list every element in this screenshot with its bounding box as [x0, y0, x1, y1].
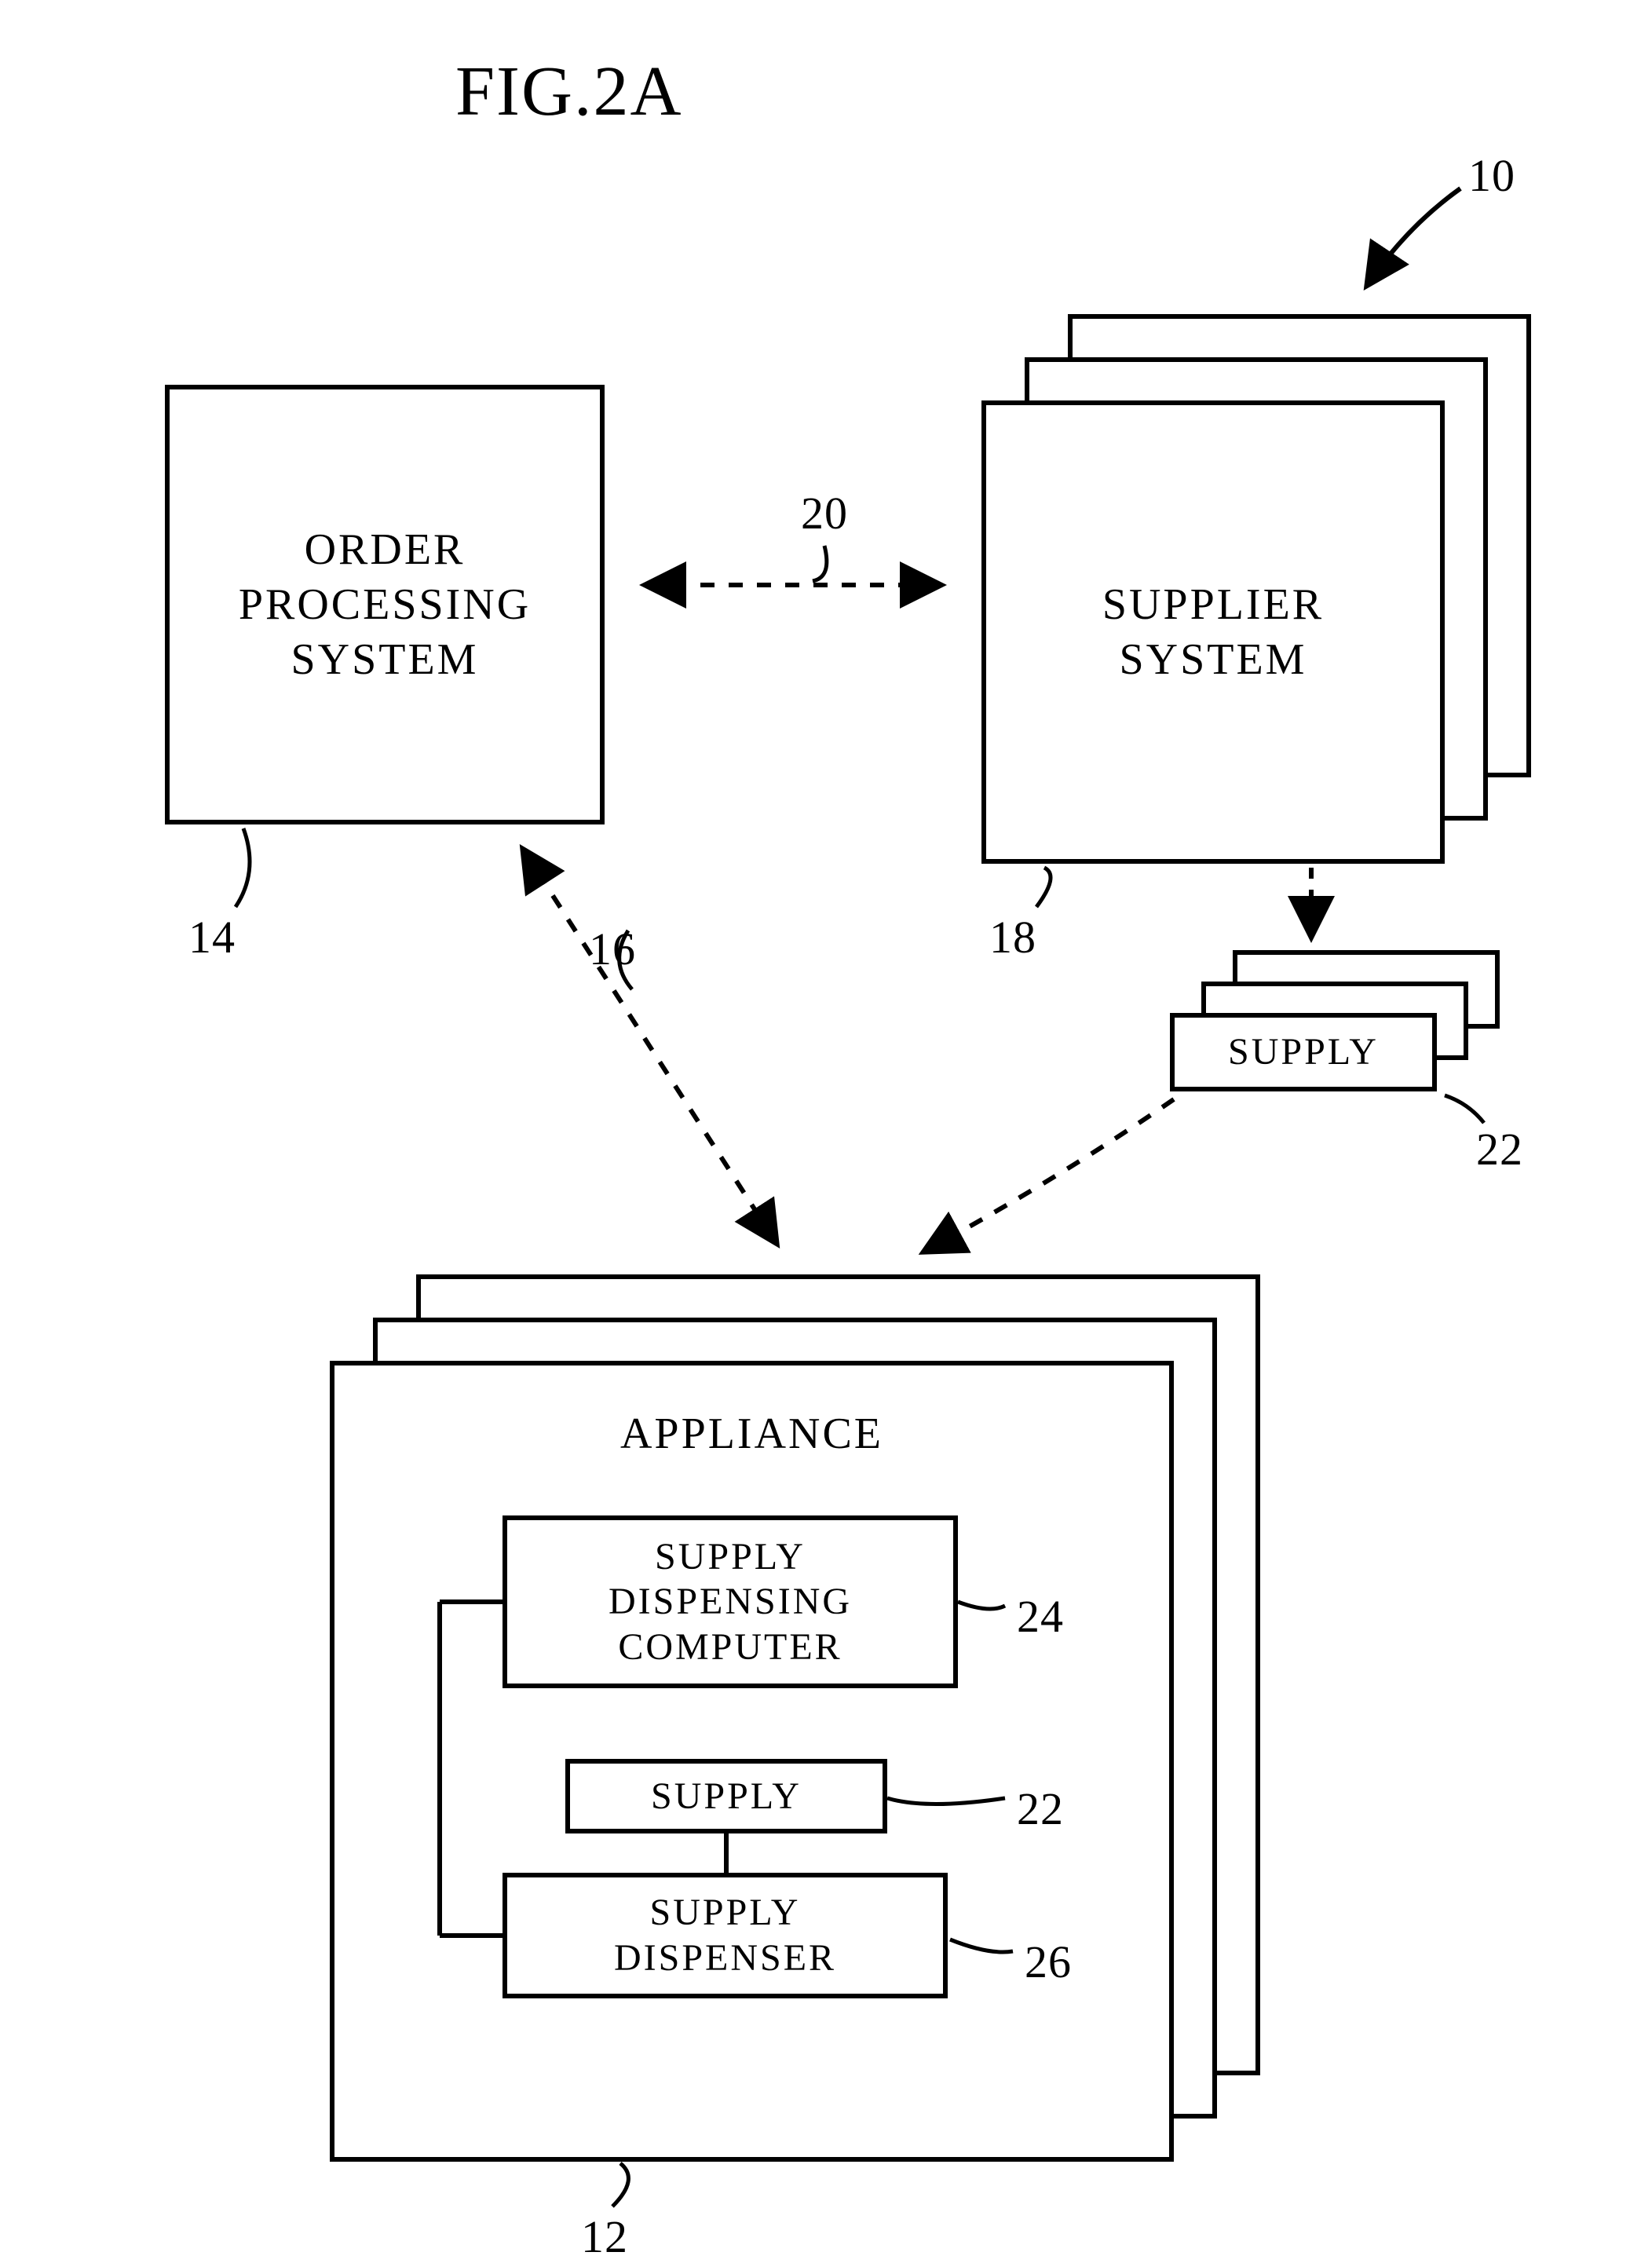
supply-box: SUPPLY [1170, 1013, 1437, 1091]
sdc-label: SUPPLY DISPENSING COMPUTER [609, 1534, 852, 1670]
ref-18: 18 [989, 911, 1036, 963]
appliance-title: APPLIANCE [620, 1409, 883, 1458]
dispenser-label: SUPPLY DISPENSER [614, 1890, 836, 1980]
ref-24: 24 [1017, 1590, 1064, 1643]
ref-22b: 22 [1017, 1782, 1064, 1835]
ref-14: 14 [188, 911, 236, 963]
ref-10: 10 [1468, 149, 1515, 202]
supply-dispensing-computer-box: SUPPLY DISPENSING COMPUTER [503, 1515, 958, 1688]
order-processing-box: ORDER PROCESSING SYSTEM [165, 385, 605, 824]
ref-16: 16 [589, 923, 636, 975]
supply-dispenser-box: SUPPLY DISPENSER [503, 1873, 948, 1998]
figure-title: FIG.2A [455, 51, 683, 132]
ref-12: 12 [581, 2210, 628, 2263]
order-processing-label: ORDER PROCESSING SYSTEM [239, 522, 531, 687]
ref-22: 22 [1476, 1123, 1523, 1175]
supplier-box: SUPPLIER SYSTEM [981, 400, 1445, 864]
diagram-canvas: FIG.2A ORDER PROCESSING SYSTEM SUPPLIER … [0, 0, 1652, 2240]
supplier-label: SUPPLIER SYSTEM [1102, 577, 1324, 687]
supply-inner-label: SUPPLY [651, 1774, 802, 1819]
supply-inner-box: SUPPLY [565, 1759, 887, 1833]
ref-20: 20 [801, 487, 848, 539]
supply-label: SUPPLY [1228, 1029, 1379, 1075]
ref-26: 26 [1025, 1936, 1072, 1988]
